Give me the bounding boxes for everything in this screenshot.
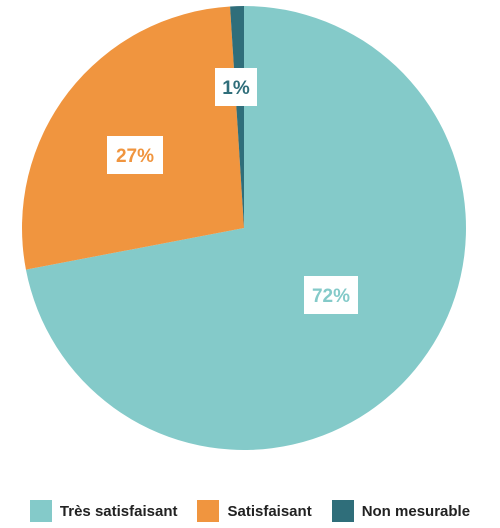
- slice-label-text: 27%: [116, 146, 154, 167]
- legend-swatch-tres-satisfaisant: [29, 500, 52, 522]
- chart-legend: Très satisfaisant Satisfaisant Non mesur…: [0, 496, 500, 526]
- legend-label-tres-satisfaisant: Très satisfaisant: [59, 502, 178, 520]
- pie-chart: 72% 27% 1%: [21, 6, 466, 450]
- legend-item-non-mesurable: Non mesurable: [331, 500, 471, 522]
- pie-slice-tr-s-satisfaisant: [25, 6, 466, 450]
- legend-label-non-mesurable: Non mesurable: [361, 502, 471, 520]
- slice-label-tr-s-satisfaisant: 72%: [304, 276, 358, 314]
- slice-label-box: [215, 68, 257, 106]
- legend-item-tres-satisfaisant: Très satisfaisant: [29, 500, 178, 522]
- legend-item-satisfaisant: Satisfaisant: [197, 500, 312, 522]
- slice-label-non-mesurable: 1%: [215, 68, 257, 106]
- legend-swatch-satisfaisant: [197, 500, 220, 522]
- slice-label-box: [107, 136, 163, 174]
- pie-slice-non-mesurable: [230, 6, 244, 228]
- slice-label-box: [304, 276, 358, 314]
- slice-label-text: 72%: [312, 286, 350, 307]
- legend-swatch-non-mesurable: [331, 500, 354, 522]
- slice-label-satisfaisant: 27%: [107, 136, 163, 174]
- slice-label-text: 1%: [222, 78, 250, 99]
- legend-label-satisfaisant: Satisfaisant: [227, 502, 312, 520]
